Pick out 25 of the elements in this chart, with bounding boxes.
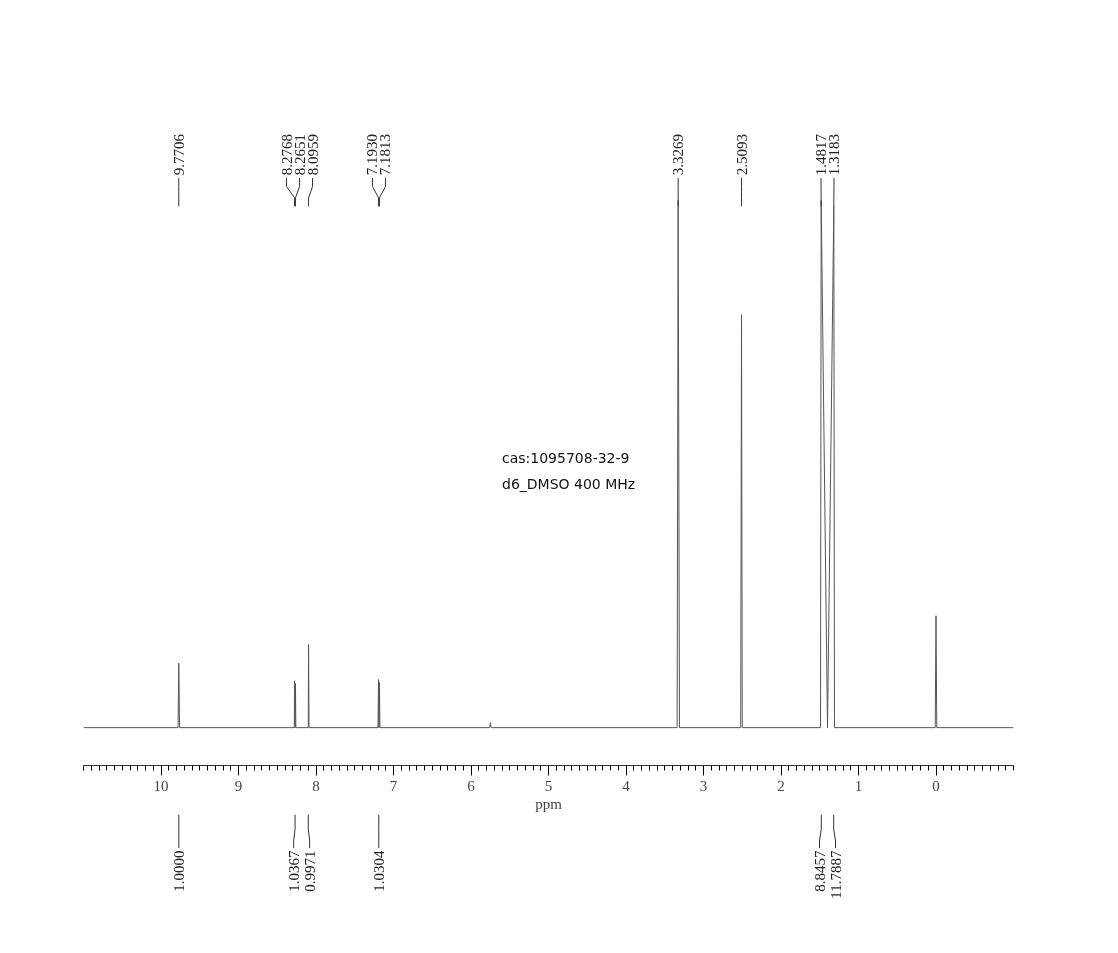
annotation: 9.7706 [170, 133, 187, 176]
x-tick-label: 8 [312, 777, 320, 794]
annotation: 1.0000 [170, 850, 187, 892]
x-tick-label: 1 [854, 777, 863, 794]
annotation: 1.0367 [285, 850, 302, 892]
x-tick-label: 0 [932, 777, 940, 794]
x-tick-label: 3 [699, 777, 708, 794]
x-tick-label: 10 [153, 777, 169, 794]
annotation: 11.7887 [827, 850, 844, 899]
annotation: 1.0304 [370, 850, 387, 892]
x-tick-label: 4 [622, 777, 631, 794]
annotation: 3.3269 [670, 133, 687, 176]
x-tick-label: 2 [777, 777, 785, 794]
x-tick-label: 5 [544, 777, 553, 794]
annotation: cas:1095708-32-9 [502, 449, 630, 466]
annotation: d6_DMSO 400 MHz [502, 476, 636, 493]
annotation: 0.9971 [301, 850, 318, 892]
x-tick-label: 6 [467, 777, 476, 794]
x-axis-title: ppm [535, 795, 563, 812]
annotation: 1.4817 [813, 133, 829, 176]
annotation: 1.3183 [826, 133, 842, 176]
annotation: 2.5093 [733, 133, 750, 176]
x-tick-label: 7 [389, 777, 398, 794]
x-tick-label: 9 [234, 777, 243, 794]
annotation: 8.8457 [811, 850, 828, 892]
